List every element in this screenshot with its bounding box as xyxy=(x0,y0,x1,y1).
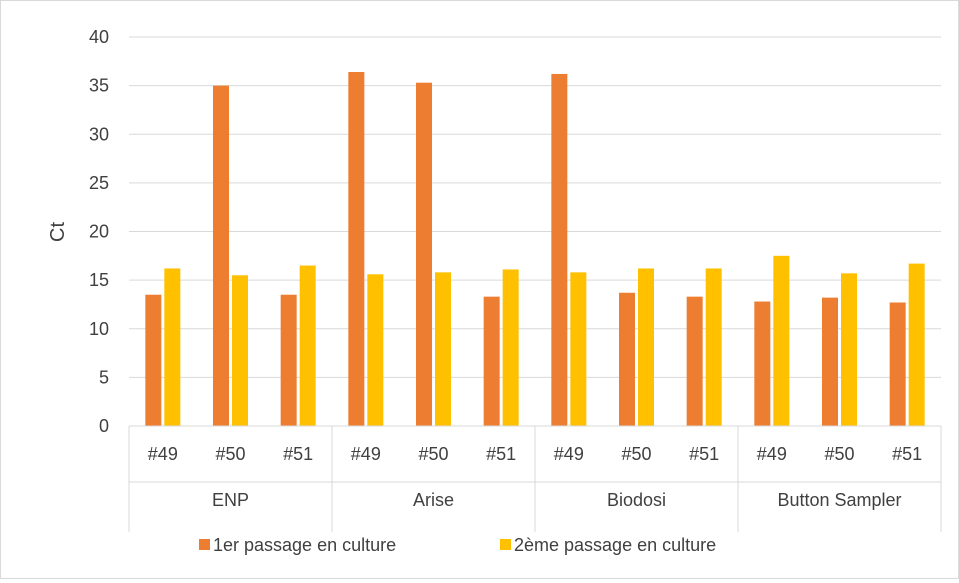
y-tick-label: 30 xyxy=(89,124,109,144)
bar-series2 xyxy=(638,268,654,426)
bar-series2 xyxy=(435,272,451,426)
bar-series2 xyxy=(164,268,181,426)
x-tick-label: #49 xyxy=(351,444,381,464)
y-tick-label: 10 xyxy=(89,319,109,339)
x-group-label: ENP xyxy=(212,490,249,510)
bar-series2 xyxy=(570,272,587,426)
x-tick-label: #51 xyxy=(689,444,719,464)
bar-series2 xyxy=(367,274,384,426)
x-group-label: Biodosi xyxy=(607,490,666,510)
bar-series1 xyxy=(213,85,229,426)
x-tick-label: #51 xyxy=(892,444,922,464)
y-tick-label: 15 xyxy=(89,270,109,290)
bar-series1 xyxy=(619,292,635,426)
y-axis-ticks: 0 5 10 15 20 25 30 35 40 xyxy=(89,27,109,436)
y-tick-label: 5 xyxy=(99,367,109,387)
x-tick-label: #49 xyxy=(554,444,584,464)
x-tick-label: #50 xyxy=(215,444,245,464)
y-axis-label: Ct xyxy=(47,222,69,242)
x-tick-label: #51 xyxy=(486,444,516,464)
x-tick-label: #49 xyxy=(148,444,178,464)
x-tick-label: #50 xyxy=(824,444,854,464)
y-tick-label: 35 xyxy=(89,76,109,96)
bar-series2 xyxy=(232,275,248,426)
y-tick-label: 0 xyxy=(99,416,109,436)
x-tick-label: #49 xyxy=(757,444,787,464)
bar-series2 xyxy=(299,265,316,426)
bar-series2 xyxy=(773,255,790,426)
bar-series1 xyxy=(551,73,568,426)
legend-swatch-series2 xyxy=(500,539,511,550)
gridlines xyxy=(129,36,941,427)
bars xyxy=(145,72,925,427)
bar-series1 xyxy=(348,72,365,426)
x-group-label: Arise xyxy=(413,490,454,510)
x-group-label: Button Sampler xyxy=(777,490,901,510)
y-tick-label: 25 xyxy=(89,173,109,193)
x-tick-label: #50 xyxy=(418,444,448,464)
bar-series1 xyxy=(889,302,906,426)
y-tick-label: 20 xyxy=(89,222,109,242)
bar-series1 xyxy=(145,294,162,426)
bar-series2 xyxy=(502,269,519,426)
bar-series2 xyxy=(705,268,722,426)
legend-label-series1: 1er passage en culture xyxy=(213,535,396,555)
x-axis: #49 #50 #51 ENP #49 #50 #51 Arise #49 #50 #51 Biodo… xyxy=(128,425,942,532)
bar-series1 xyxy=(483,296,500,426)
bar-series1 xyxy=(416,82,432,427)
bar-series1 xyxy=(280,294,297,426)
bar-series1 xyxy=(686,296,703,426)
legend-swatch-series1 xyxy=(199,539,210,550)
x-tick-label: #50 xyxy=(621,444,651,464)
y-tick-label: 40 xyxy=(89,27,109,47)
legend-label-series2: 2ème passage en culture xyxy=(514,535,716,555)
x-tick-label: #51 xyxy=(283,444,313,464)
legend: 1er passage en culture 2ème passage en cu… xyxy=(199,535,716,555)
bar-series1 xyxy=(822,297,838,426)
bar-series2 xyxy=(841,273,857,426)
bar-series2 xyxy=(908,263,925,426)
bar-series1 xyxy=(754,301,771,426)
